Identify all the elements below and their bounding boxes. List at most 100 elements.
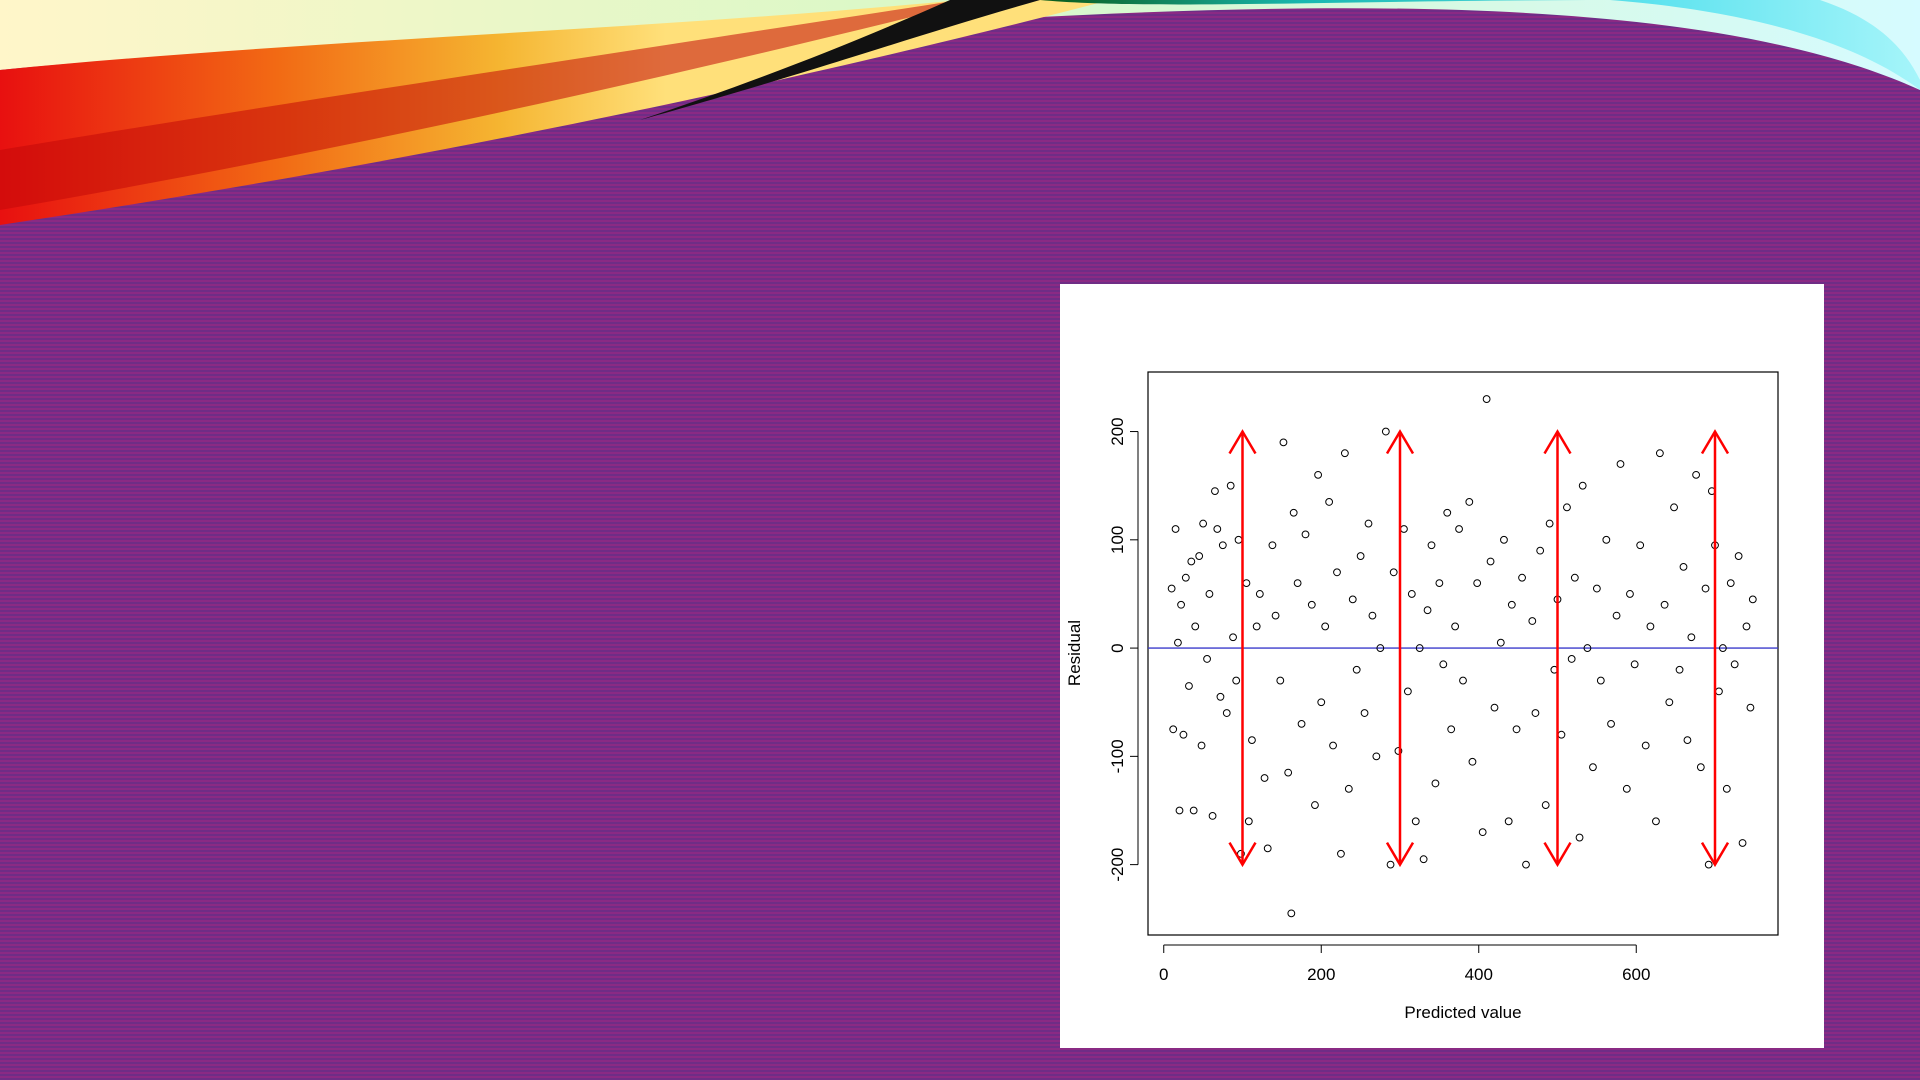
y-tick-label: 200: [1108, 417, 1127, 445]
data-point: [1473, 579, 1482, 588]
data-point: [1205, 590, 1214, 598]
spread-arrow: [1543, 429, 1572, 868]
data-point: [1279, 438, 1288, 447]
data-point: [1389, 568, 1398, 577]
data-point: [1683, 736, 1692, 745]
data-point: [1386, 860, 1395, 869]
data-point: [1344, 784, 1353, 793]
data-point: [1746, 703, 1755, 712]
data-point: [1311, 801, 1319, 809]
data-point: [1578, 481, 1587, 490]
data-point: [1284, 768, 1293, 777]
data-point: [1742, 622, 1751, 631]
data-point: [1337, 849, 1345, 858]
data-point: [1575, 833, 1584, 842]
data-point: [1500, 535, 1508, 544]
data-point: [1490, 703, 1499, 712]
data-point: [1451, 622, 1460, 631]
data-point: [1213, 525, 1222, 533]
y-axis-label: Residual: [1065, 620, 1084, 686]
data-point: [1679, 562, 1688, 571]
data-point: [1652, 817, 1660, 826]
data-point: [1567, 655, 1576, 663]
data-point: [1325, 498, 1334, 506]
data-point: [1189, 806, 1198, 815]
data-point: [1177, 600, 1185, 609]
y-tick-label: -200: [1108, 848, 1127, 882]
data-point: [1368, 611, 1377, 620]
data-point: [1670, 503, 1678, 512]
data-point: [1260, 774, 1269, 782]
data-point: [1622, 784, 1631, 793]
data-point: [1376, 644, 1385, 652]
data-point: [1687, 633, 1696, 642]
data-point: [1541, 801, 1550, 809]
data-point: [1431, 779, 1440, 788]
data-point: [1415, 644, 1424, 652]
data-point: [1607, 719, 1615, 728]
data-point: [1199, 519, 1208, 528]
spread-arrow: [1385, 429, 1415, 868]
data-point: [1321, 622, 1330, 631]
data-point: [1423, 606, 1432, 615]
data-point: [1592, 584, 1601, 593]
data-point: [1528, 617, 1537, 625]
y-tick-label: 0: [1108, 643, 1127, 652]
data-point: [1216, 692, 1225, 701]
data-point: [1583, 644, 1592, 652]
data-point: [1616, 460, 1625, 468]
data-point: [1197, 741, 1206, 750]
data-point: [1435, 579, 1444, 588]
x-tick-label: 200: [1307, 965, 1335, 984]
decorative-swoosh-banner: [0, 0, 1920, 225]
data-point: [1263, 844, 1272, 853]
y-tick-label: 100: [1108, 526, 1127, 554]
data-point: [1195, 552, 1204, 560]
data-point: [1626, 590, 1634, 598]
data-point: [1229, 633, 1237, 642]
data-point: [1232, 676, 1241, 685]
data-point: [1208, 812, 1217, 820]
data-point: [1333, 568, 1341, 577]
data-point: [1612, 611, 1621, 620]
data-point: [1169, 725, 1178, 734]
data-point: [1307, 600, 1316, 609]
data-point: [1167, 584, 1176, 593]
data-point: [1465, 498, 1474, 506]
data-point: [1411, 817, 1420, 826]
data-point: [1443, 508, 1452, 517]
data-point: [1185, 682, 1193, 690]
data-point: [1734, 552, 1743, 560]
data-point: [1748, 595, 1757, 604]
data-point: [1175, 806, 1184, 815]
data-point: [1486, 557, 1495, 566]
data-point: [1360, 709, 1369, 717]
x-axis-label: Predicted value: [1404, 1003, 1521, 1022]
data-point: [1660, 600, 1669, 609]
data-point: [1665, 698, 1674, 707]
data-point: [1317, 698, 1326, 707]
data-point: [1407, 590, 1416, 598]
data-point: [1248, 736, 1256, 745]
data-point: [1512, 725, 1521, 734]
data-point: [1293, 579, 1302, 588]
plot-frame: [1147, 371, 1779, 936]
data-point: [1536, 546, 1545, 555]
data-point: [1181, 573, 1190, 582]
data-point: [1394, 747, 1403, 755]
data-point: [1522, 860, 1530, 869]
data-point: [1226, 481, 1235, 490]
data-point: [1630, 660, 1639, 669]
x-tick-label: 0: [1159, 965, 1168, 984]
data-point: [1655, 449, 1664, 458]
data-point: [1255, 590, 1264, 598]
data-point: [1468, 757, 1477, 766]
spread-arrow: [1700, 429, 1730, 868]
data-point: [1244, 817, 1253, 826]
data-point: [1602, 535, 1611, 544]
data-point: [1701, 584, 1710, 593]
data-point: [1504, 817, 1513, 826]
data-point: [1403, 687, 1412, 696]
data-point: [1715, 687, 1723, 696]
data-point: [1496, 638, 1505, 647]
